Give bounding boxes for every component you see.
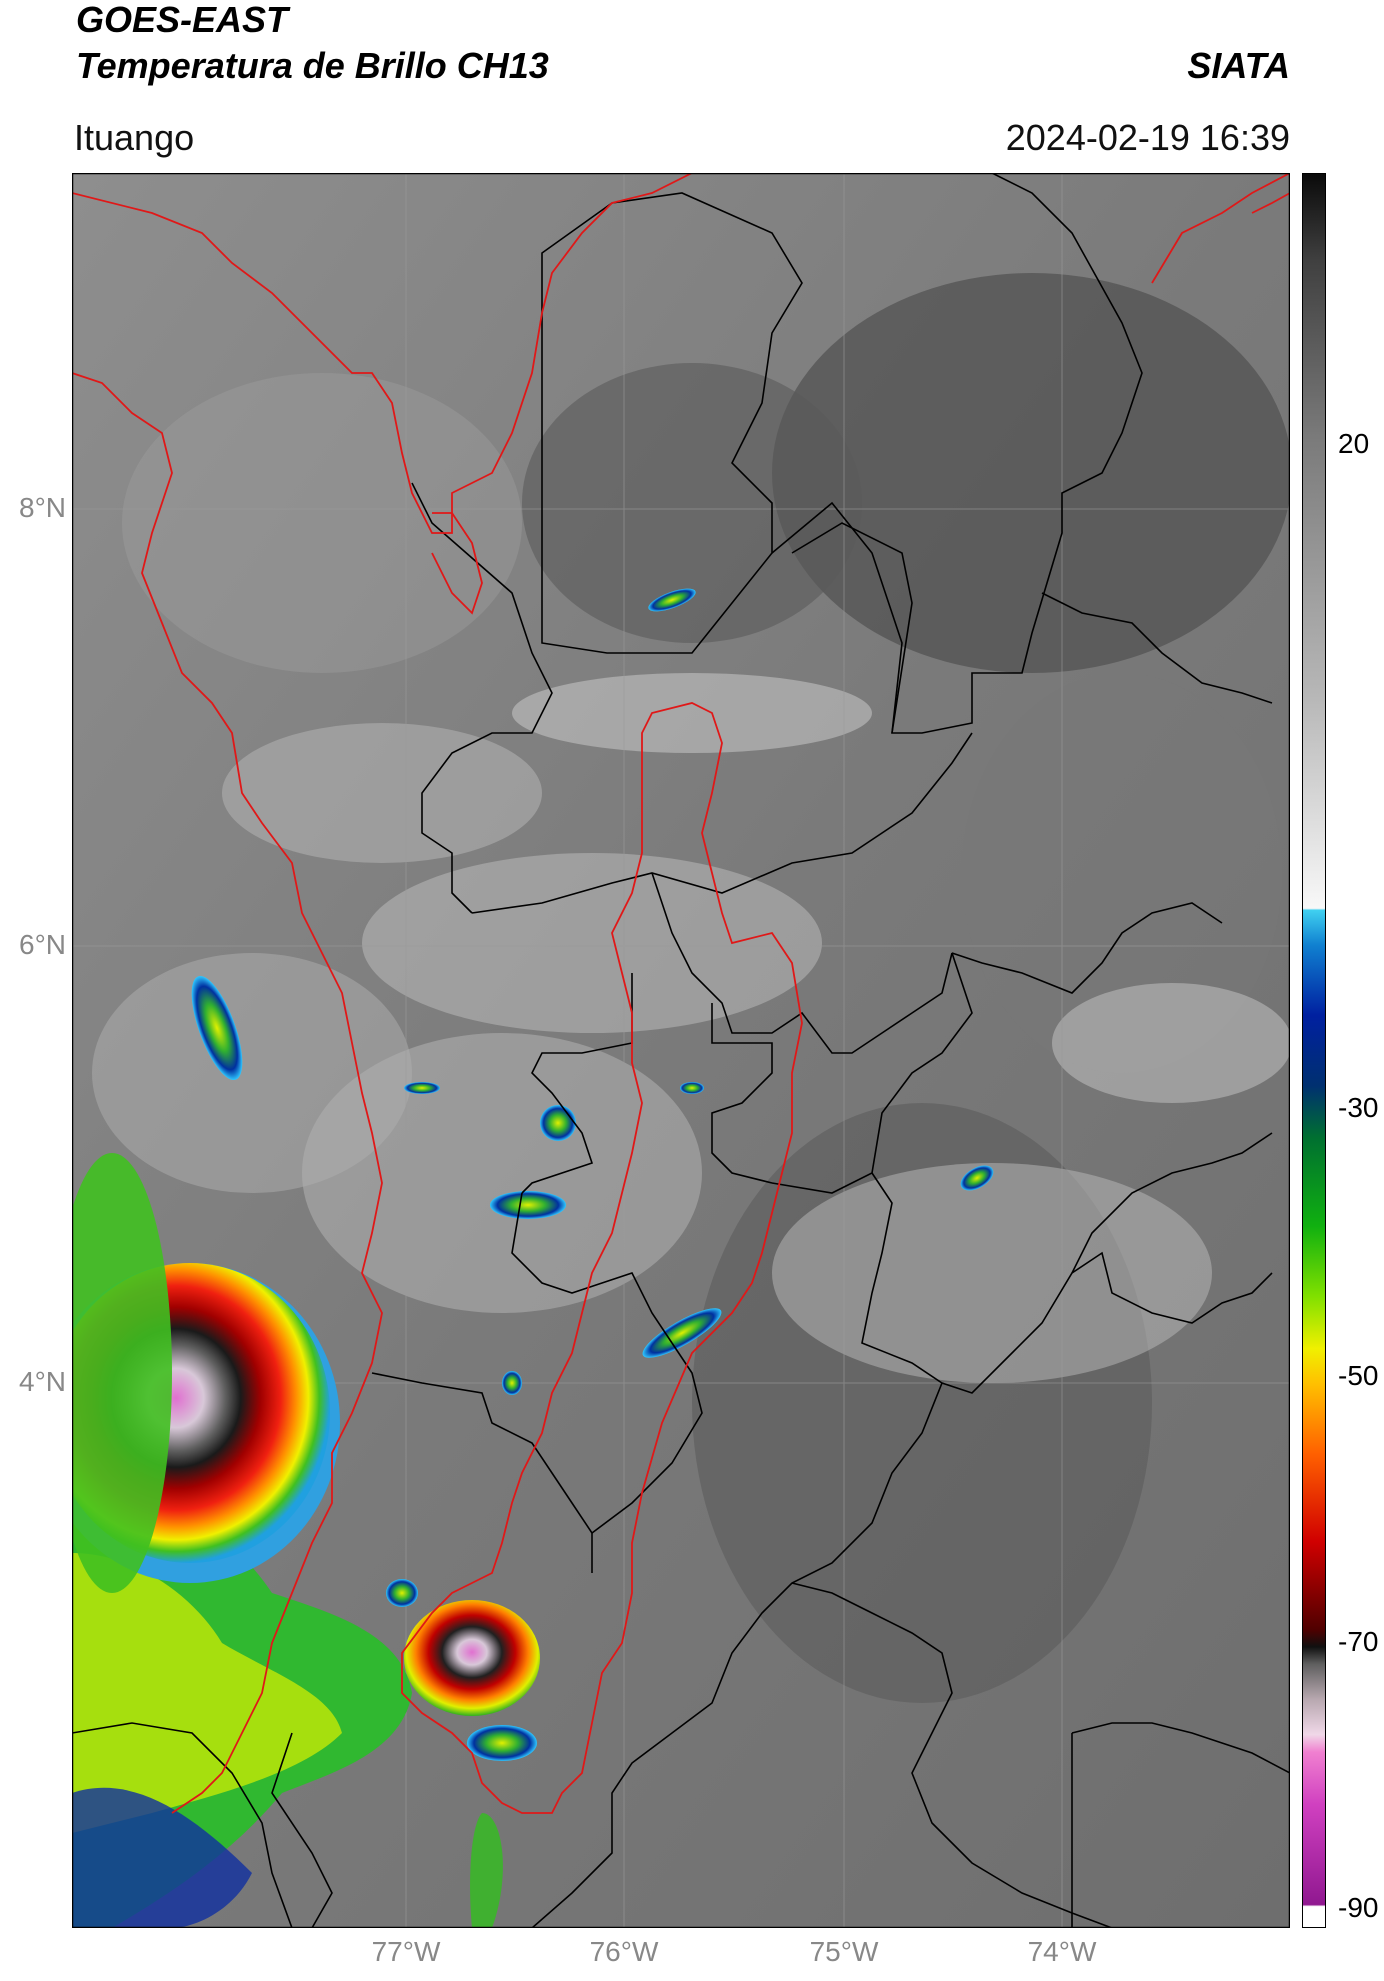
lon-label-76w: 76°W — [589, 1936, 659, 1967]
colorbar-tick-minus70: -70 — [1338, 1626, 1379, 1657]
lat-label-6n: 6°N — [19, 929, 66, 960]
satellite-title: GOES-EAST — [76, 0, 289, 40]
datetime-label: 2024-02-19 16:39 — [1005, 117, 1290, 158]
colorbar — [1302, 173, 1326, 1928]
lon-label-74w: 74°W — [1027, 1936, 1097, 1967]
lat-label-8n: 8°N — [19, 492, 66, 523]
colorbar-tick-minus90: -90 — [1338, 1892, 1379, 1923]
lat-label-4n: 4°N — [19, 1366, 66, 1397]
colorbar-tick-minus50: -50 — [1338, 1360, 1379, 1391]
colorbar-tick-20: 20 — [1338, 428, 1370, 459]
brightness-temperature-map — [72, 173, 1290, 1928]
lon-label-77w: 77°W — [371, 1936, 441, 1967]
org-label: SIATA — [1187, 45, 1290, 86]
colorbar-tick-minus30: -30 — [1338, 1092, 1379, 1123]
lon-label-75w: 75°W — [809, 1936, 879, 1967]
location-label: Ituango — [74, 117, 195, 158]
product-title: Temperatura de Brillo CH13 — [76, 45, 549, 86]
